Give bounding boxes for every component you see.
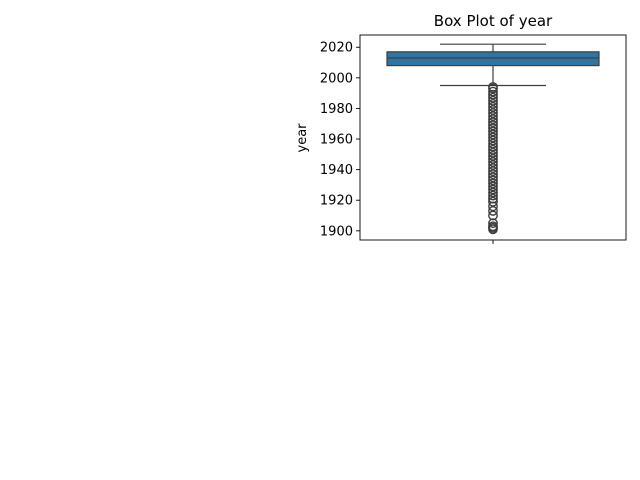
outlier-point [488, 123, 498, 134]
outlier-point [488, 132, 498, 143]
plot-area [386, 43, 600, 235]
outlier-point [488, 206, 498, 216]
y-tick-label: 1980 [320, 102, 353, 117]
iqr-box [386, 51, 600, 67]
outlier-point [488, 86, 498, 97]
outlier-point [488, 98, 498, 109]
outlier-point [488, 221, 498, 232]
outlier-point [488, 178, 498, 189]
outlier-point [488, 126, 498, 137]
outlier-point [488, 117, 498, 128]
outlier-point [488, 147, 498, 158]
outlier-point [488, 190, 498, 201]
outlier-point [488, 111, 498, 121]
outlier-point [488, 210, 498, 221]
outlier-point [488, 196, 498, 207]
outlier-point [488, 144, 498, 155]
outlier-point [488, 138, 498, 149]
axes-frame [359, 34, 627, 241]
outlier-point [488, 166, 498, 177]
outlier-point [488, 160, 498, 170]
outlier-point [488, 193, 498, 204]
outlier-point [488, 105, 498, 115]
outlier-point [488, 92, 498, 103]
y-axis-ticks: 1900 1920 1940 1960 1980 2000 2020 [320, 41, 360, 239]
outlier-point [488, 150, 498, 161]
outlier-point [488, 82, 498, 92]
outlier-point [488, 157, 498, 167]
outlier-point [488, 141, 498, 152]
outlier-point [488, 201, 498, 212]
outlier-point [488, 163, 498, 173]
outlier-point [488, 120, 498, 131]
outlier-point [488, 181, 498, 192]
chart-title: Box Plot of year [434, 12, 553, 30]
outlier-point [488, 184, 498, 195]
y-axis-label: year [295, 123, 310, 153]
y-tick-label: 1940 [320, 163, 353, 178]
y-tick-label: 1900 [320, 224, 353, 239]
outlier-point [488, 135, 498, 146]
y-tick-label: 2000 [320, 71, 353, 86]
outlier-point [488, 175, 498, 186]
outlier-point [488, 114, 498, 125]
y-tick-label: 2020 [320, 41, 353, 56]
outlier-point [488, 218, 498, 229]
outlier-point [488, 102, 498, 112]
y-tick-label: 1960 [320, 133, 353, 148]
outlier-point [488, 187, 498, 198]
outlier-point [488, 89, 498, 100]
outlier-point [488, 108, 498, 118]
outlier-point [488, 172, 498, 183]
outlier-point [488, 154, 498, 164]
y-tick-label: 1920 [320, 194, 353, 209]
outlier-point [488, 129, 498, 140]
outlier-point [488, 169, 498, 180]
outlier-point [488, 95, 498, 106]
